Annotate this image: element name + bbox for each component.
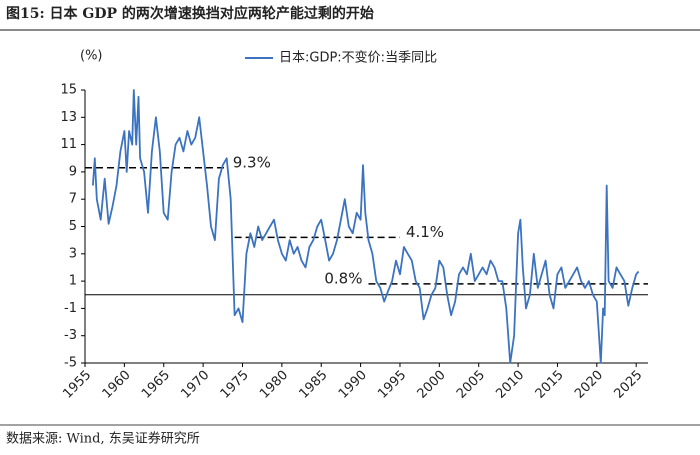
- x-tick-label: 1995: [375, 368, 409, 402]
- title: 图15: 日本 GDP 的两次增速换挡对应两轮产能过剩的开始: [6, 5, 374, 22]
- x-tick-label: 2005: [454, 368, 488, 402]
- x-tick-label: 1970: [178, 368, 212, 402]
- x-tick-label: 2000: [415, 368, 449, 402]
- y-tick-label: -1: [64, 301, 77, 316]
- y-tick-label: 13: [60, 110, 77, 125]
- data-line: [92, 89, 640, 364]
- x-tick-label: 1980: [257, 368, 291, 402]
- x-tick-label: 2010: [493, 368, 527, 402]
- x-tick-label: 2020: [572, 368, 606, 402]
- x-tick-label: 2015: [533, 368, 567, 402]
- y-tick-label: -5: [64, 356, 77, 371]
- y-tick-label: 9: [69, 164, 77, 179]
- reference-label: 0.8%: [324, 269, 362, 287]
- x-tick-label: 1955: [60, 368, 94, 402]
- y-tick-label: -3: [64, 328, 77, 343]
- legend-label: 日本:GDP:不变价:当季同比: [279, 50, 437, 66]
- x-tick-label: 1985: [297, 368, 331, 402]
- y-tick-label: 15: [60, 83, 77, 98]
- x-tick-label: 2025: [611, 368, 645, 402]
- y-tick-label: 5: [69, 219, 77, 234]
- y-tick-label: 1: [69, 274, 77, 289]
- y-axis-label: (%): [80, 49, 103, 64]
- y-tick-label: 3: [69, 246, 77, 261]
- x-tick-label: 1975: [218, 368, 252, 402]
- x-tick-label: 1965: [139, 368, 173, 402]
- reference-label: 9.3%: [233, 153, 271, 171]
- y-tick-label: 7: [69, 192, 77, 207]
- source: 数据来源: Wind, 东吴证券研究所: [6, 431, 200, 447]
- reference-label: 4.1%: [406, 223, 444, 241]
- x-tick-label: 1990: [336, 368, 370, 402]
- y-tick-label: 11: [60, 137, 77, 152]
- x-tick-label: 1960: [100, 368, 134, 402]
